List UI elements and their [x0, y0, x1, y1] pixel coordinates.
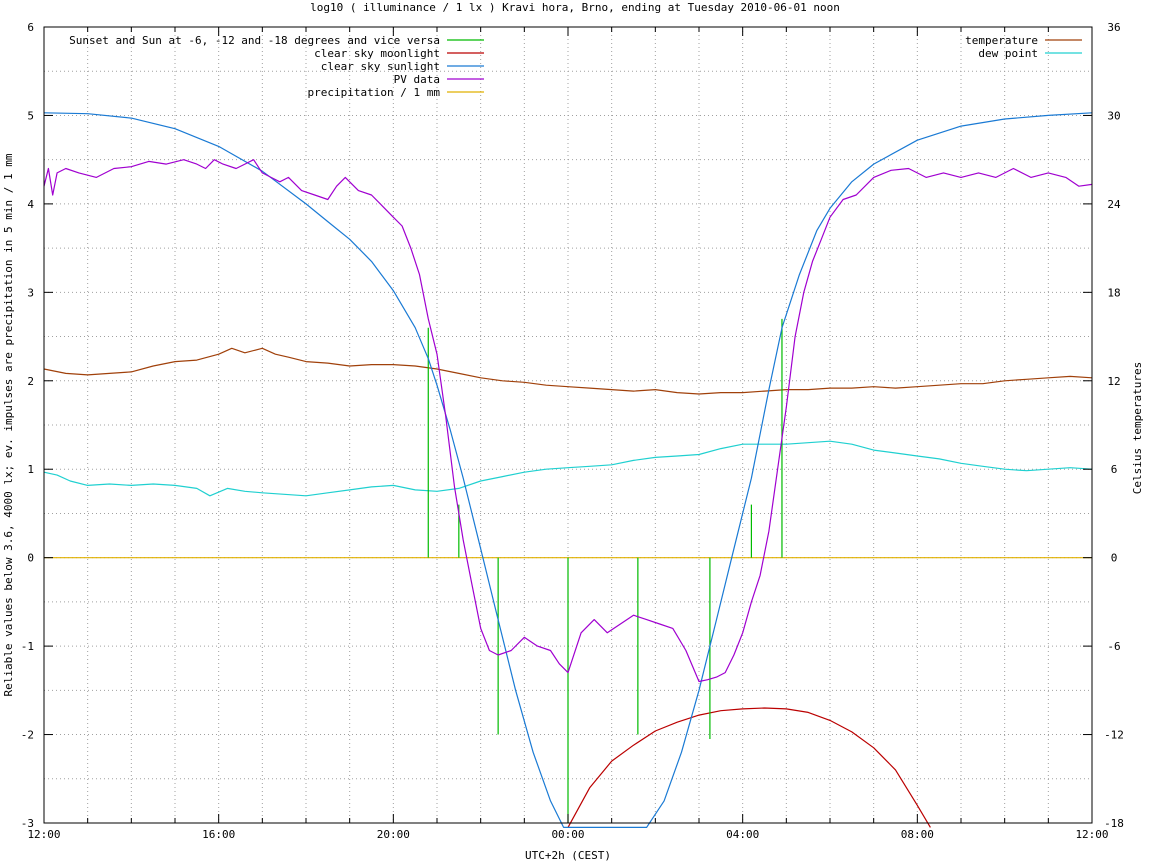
y2-tick-label: 24 [1107, 198, 1121, 211]
series-layer [43, 112, 1093, 829]
y2-tick-label: 30 [1107, 109, 1120, 122]
grid-lines [44, 27, 1092, 823]
y-tick-label: 0 [27, 552, 34, 565]
y-tick-label: 6 [27, 21, 34, 34]
y-tick-label: 5 [27, 109, 34, 122]
y-axis-label: Reliable values below 3.6, 4000 lx; ev. … [2, 153, 15, 696]
series-dew-point [43, 440, 1093, 497]
x-tick-label: 08:00 [901, 828, 934, 841]
series-pv-data [43, 159, 1093, 683]
x-tick-label: 00:00 [551, 828, 584, 841]
y-tick-label: 1 [27, 463, 34, 476]
legend-label: dew point [978, 47, 1038, 60]
legend-label: Sunset and Sun at -6, -12 and -18 degree… [69, 34, 440, 47]
y-tick-label: -3 [21, 817, 34, 830]
tick-layer: 12:00 16:00 20:00 00:00 04:00 08:00 12:00-3-2-… [21, 21, 1124, 841]
x-tick-label: 12:00 [27, 828, 60, 841]
y2-tick-label: 36 [1107, 21, 1120, 34]
y-tick-label: -2 [21, 729, 34, 742]
legend-label: clear sky moonlight [314, 47, 440, 60]
y2-tick-label: 12 [1107, 375, 1120, 388]
y2-tick-label: -12 [1104, 729, 1124, 742]
series-temperature [43, 347, 1093, 395]
series-clear-sky-moonlight [567, 707, 931, 828]
y2-tick-label: -18 [1104, 817, 1124, 830]
x-tick-label: 04:00 [726, 828, 759, 841]
x-axis-label: UTC+2h (CEST) [525, 849, 611, 862]
y2-tick-label: 18 [1107, 286, 1120, 299]
y-tick-label: 4 [27, 198, 34, 211]
x-tick-label: 20:00 [377, 828, 410, 841]
chart-title: log10 ( illuminance / 1 lx ) Kravi hora,… [310, 1, 840, 14]
legend-label: temperature [965, 34, 1038, 47]
legend: Sunset and Sun at -6, -12 and -18 degree… [69, 34, 1082, 99]
series-clear-sky-sunlight [43, 112, 1093, 829]
x-tick-label: 16:00 [202, 828, 235, 841]
legend-label: precipitation / 1 mm [308, 86, 441, 99]
y-tick-label: 3 [27, 286, 34, 299]
legend-label: clear sky sunlight [321, 60, 440, 73]
y2-tick-label: 0 [1111, 552, 1118, 565]
y2-tick-label: -6 [1107, 640, 1120, 653]
y2-tick-label: 6 [1111, 463, 1118, 476]
legend-label: PV data [394, 73, 440, 86]
y2-axis-label: Celsius temperatures [1131, 362, 1144, 494]
x-tick-label: 12:00 [1075, 828, 1108, 841]
y-tick-label: -1 [21, 640, 34, 653]
y-tick-label: 2 [27, 375, 34, 388]
